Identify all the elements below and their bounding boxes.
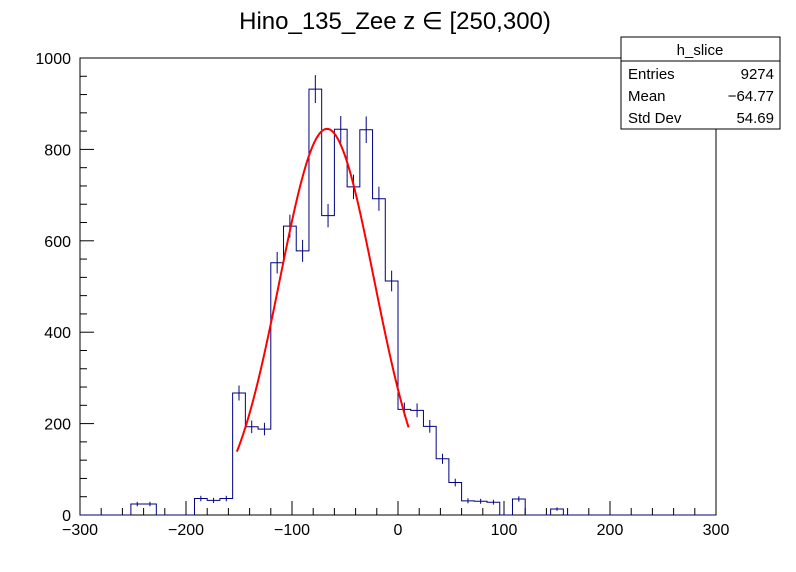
x-tick-label: 0 [394, 522, 403, 539]
gaussian-fit-curve [235, 127, 410, 453]
y-tick-label: 200 [44, 417, 71, 434]
x-tick-label: 100 [491, 522, 518, 539]
x-tick-label: −100 [274, 522, 310, 539]
stats-box: h_slice Entries 9274 Mean −64.77 Std Dev… [620, 36, 781, 130]
x-tick-label: 200 [597, 522, 624, 539]
y-tick-label: 400 [44, 325, 71, 342]
y-tick-label: 0 [62, 508, 71, 525]
stats-box-title: h_slice [677, 42, 724, 59]
x-tick-label: 300 [703, 522, 730, 539]
y-tick-label: 1000 [35, 51, 71, 68]
x-tick-label: −200 [168, 522, 204, 539]
stats-entries-value: 9274 [741, 66, 774, 83]
stats-stddev-label: Std Dev [628, 110, 682, 127]
stats-box-frame [620, 36, 781, 130]
y-tick-label: 600 [44, 234, 71, 251]
y-tick-label: 800 [44, 142, 71, 159]
x-tick-label: −300 [62, 522, 98, 539]
chart-title: Hino_135_Zee z ∈ [250,300) [239, 8, 551, 35]
stats-entries-label: Entries [628, 66, 675, 83]
stats-stddev-value: 54.69 [736, 110, 774, 127]
histogram-outline [80, 88, 716, 516]
axis-tick-labels: −300 −200 −100 0 100 200 300 0 200 400 600 800 1000 [35, 51, 729, 539]
stats-mean-label: Mean [628, 88, 666, 105]
stats-mean-value: −64.77 [728, 88, 774, 105]
